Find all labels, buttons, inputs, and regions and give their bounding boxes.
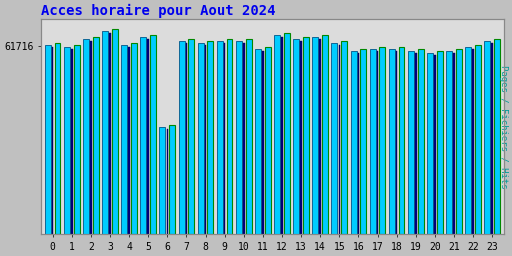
Bar bbox=[415, 53, 417, 234]
Bar bbox=[179, 41, 184, 234]
Bar bbox=[475, 45, 481, 234]
Bar bbox=[379, 47, 386, 234]
Bar bbox=[360, 49, 366, 234]
Bar bbox=[198, 43, 204, 234]
Bar bbox=[319, 39, 321, 234]
Bar bbox=[322, 35, 328, 234]
Bar bbox=[140, 37, 146, 234]
Bar bbox=[418, 49, 423, 234]
Bar bbox=[351, 51, 356, 234]
Text: Acces horaire pour Aout 2024: Acces horaire pour Aout 2024 bbox=[41, 4, 275, 18]
Bar bbox=[71, 49, 73, 234]
Bar bbox=[331, 43, 337, 234]
Bar bbox=[74, 45, 79, 234]
Bar bbox=[83, 39, 89, 234]
Bar bbox=[377, 51, 378, 234]
Bar bbox=[265, 47, 271, 234]
Bar bbox=[453, 53, 455, 234]
Bar bbox=[472, 49, 474, 234]
Bar bbox=[434, 55, 436, 234]
Bar bbox=[465, 47, 471, 234]
Bar bbox=[293, 39, 299, 234]
Bar bbox=[217, 41, 223, 234]
Bar bbox=[303, 37, 309, 234]
Bar bbox=[255, 49, 261, 234]
Bar bbox=[494, 39, 500, 234]
Bar bbox=[169, 125, 175, 234]
Bar bbox=[45, 45, 51, 234]
Bar bbox=[54, 43, 60, 234]
Bar bbox=[484, 41, 490, 234]
Bar bbox=[102, 31, 108, 234]
Bar bbox=[243, 43, 245, 234]
Bar bbox=[90, 41, 92, 234]
Bar bbox=[112, 29, 118, 234]
Bar bbox=[492, 43, 493, 234]
Bar bbox=[186, 43, 187, 234]
Bar bbox=[93, 37, 99, 234]
Bar bbox=[301, 41, 302, 234]
Bar bbox=[398, 47, 404, 234]
Bar bbox=[188, 39, 194, 234]
Bar bbox=[207, 41, 214, 234]
Bar bbox=[262, 51, 264, 234]
Bar bbox=[121, 45, 127, 234]
Bar bbox=[389, 49, 395, 234]
Bar bbox=[246, 39, 251, 234]
Bar bbox=[150, 35, 156, 234]
Bar bbox=[226, 39, 232, 234]
Bar bbox=[64, 47, 70, 234]
Bar bbox=[166, 129, 168, 234]
Bar bbox=[52, 47, 53, 234]
Bar bbox=[338, 45, 340, 234]
Bar bbox=[147, 39, 149, 234]
Bar bbox=[312, 37, 318, 234]
Bar bbox=[408, 51, 414, 234]
Bar bbox=[427, 53, 433, 234]
Bar bbox=[358, 53, 359, 234]
Bar bbox=[437, 51, 443, 234]
Bar bbox=[446, 51, 452, 234]
Bar bbox=[129, 47, 130, 234]
Bar bbox=[341, 41, 347, 234]
Bar bbox=[456, 49, 462, 234]
Bar bbox=[205, 45, 206, 234]
Bar bbox=[396, 51, 397, 234]
Bar bbox=[370, 49, 376, 234]
Bar bbox=[281, 37, 283, 234]
Bar bbox=[224, 43, 225, 234]
Bar bbox=[274, 35, 280, 234]
Bar bbox=[131, 43, 137, 234]
Bar bbox=[284, 33, 290, 234]
Bar bbox=[236, 41, 242, 234]
Y-axis label: Pages / Fichiers / Hits: Pages / Fichiers / Hits bbox=[499, 65, 508, 189]
Bar bbox=[109, 33, 111, 234]
Bar bbox=[159, 127, 165, 234]
